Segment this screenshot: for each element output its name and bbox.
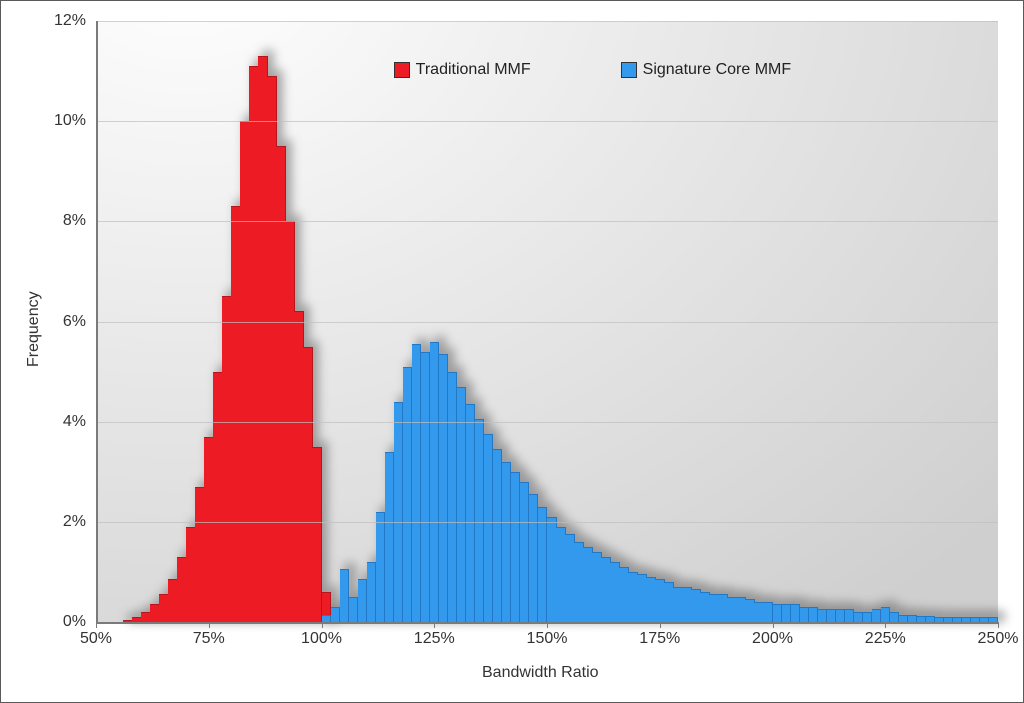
x-tick-label: 175% — [639, 630, 680, 648]
x-axis-title: Bandwidth Ratio — [482, 664, 599, 682]
y-tick-label: 12% — [54, 12, 86, 30]
legend-label: Traditional MMF — [416, 61, 531, 79]
y-tick-label: 2% — [63, 513, 86, 531]
x-tick-label: 200% — [752, 630, 793, 648]
legend: Traditional MMF Signature Core MMF — [394, 61, 791, 79]
x-tick-label: 250% — [978, 630, 1019, 648]
legend-item: Traditional MMF — [394, 61, 531, 79]
y-axis-line — [96, 21, 98, 622]
y-tick-label: 4% — [63, 413, 86, 431]
y-grid-line — [96, 21, 998, 22]
y-grid-line — [96, 322, 998, 323]
y-grid-line — [96, 121, 998, 122]
x-axis-line — [96, 622, 998, 624]
y-grid-line — [96, 422, 998, 423]
y-tick-label: 0% — [63, 613, 86, 631]
chart-container: 0% 2% 4% 6% 8% 10% 12% 50% 75% 100% 125% 150% 175% 2… — [0, 0, 1024, 703]
x-tick-label: 125% — [414, 630, 455, 648]
y-tick-label: 6% — [63, 313, 86, 331]
x-tick-label: 75% — [193, 630, 225, 648]
legend-swatch — [394, 62, 410, 78]
legend-swatch — [621, 62, 637, 78]
legend-label: Signature Core MMF — [643, 61, 792, 79]
x-tick-label: 225% — [865, 630, 906, 648]
x-tick-label: 50% — [80, 630, 112, 648]
y-grid-line — [96, 221, 998, 222]
x-tick-label: 100% — [301, 630, 342, 648]
y-axis-title: Frequency — [25, 291, 43, 367]
x-tick-label: 150% — [527, 630, 568, 648]
x-tick-mark — [998, 622, 999, 628]
y-grid-line — [96, 522, 998, 523]
y-tick-label: 8% — [63, 212, 86, 230]
legend-item: Signature Core MMF — [621, 61, 792, 79]
y-tick-label: 10% — [54, 112, 86, 130]
